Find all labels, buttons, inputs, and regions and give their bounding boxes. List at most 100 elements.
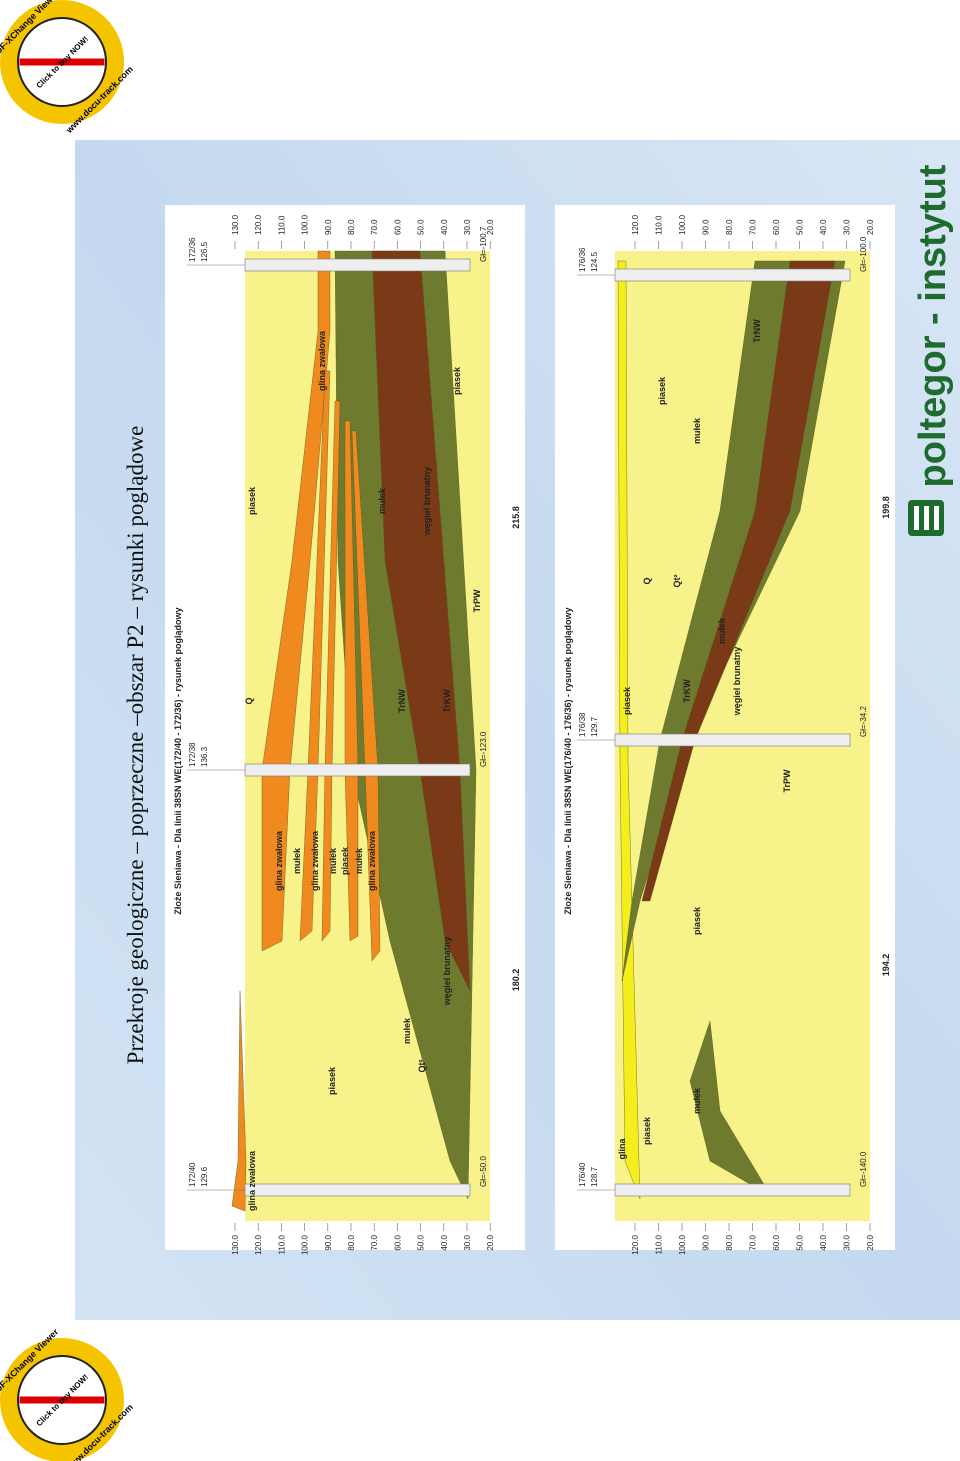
stamp-slash [19, 1396, 105, 1404]
distance-label: 194.2 [881, 954, 891, 977]
elevation-tick-label: 80.0 [347, 1234, 356, 1250]
borehole-name: 176/36 [578, 247, 587, 272]
layer [334, 250, 477, 1200]
elevation-tick-label: 80.0 [347, 219, 356, 235]
borehole-column [614, 733, 851, 747]
rotated-slide: Przekroje geologiczne – poprzeczne –obsz… [75, 140, 960, 1320]
layer-label: TrKW [442, 689, 452, 713]
slide-title: Przekroje geologiczne – poprzeczne –obsz… [123, 426, 148, 1065]
borehole-column [614, 268, 851, 282]
elevation-tick-label: 60.0 [772, 1234, 781, 1250]
layer-label: mułek [692, 417, 702, 444]
borehole-elevation: 124.5 [590, 251, 599, 272]
borehole-bottom: Gł=-50.0 [479, 1156, 488, 1187]
layer-label: piasek [247, 486, 257, 515]
elevation-tick-label: 60.0 [393, 1234, 402, 1250]
elevation-tick-label: 90.0 [324, 219, 333, 235]
borehole-name: 172/38 [188, 742, 197, 767]
elevation-tick-label: 90.0 [702, 219, 711, 235]
borehole-elevation: 129.6 [200, 1166, 209, 1187]
logo-mark-stripe [934, 506, 939, 530]
layer-label: Q [642, 577, 652, 584]
elevation-tick-label: 70.0 [749, 1234, 758, 1250]
logo-text: poltegor - instytut [912, 164, 954, 487]
borehole-column [244, 1183, 471, 1197]
elevation-tick-label: 20.0 [866, 1234, 875, 1250]
layer-label: TrKW [682, 679, 692, 703]
layer-label: mułek [717, 617, 727, 644]
layer-label: glina [617, 1138, 627, 1160]
distance-label: 199.8 [881, 496, 891, 519]
borehole-bottom: Gł=-100.0 [859, 236, 868, 272]
elevation-tick-label: 100.0 [301, 1234, 310, 1255]
layer-label: TrNW [397, 689, 407, 713]
elevation-tick-label: 50.0 [796, 1234, 805, 1250]
elevation-tick-label: 120.0 [254, 1234, 263, 1255]
elevation-tick-label: 130.0 [231, 1234, 240, 1255]
section-title: Złoże Sieniawa - Dla linii 38SN WE(176/4… [563, 607, 573, 914]
layer-label: węgiel brunatny [422, 467, 432, 537]
elevation-tick-label: 90.0 [324, 1234, 333, 1250]
elevation-tick-label: 80.0 [725, 219, 734, 235]
elevation-tick-label: 40.0 [819, 1234, 828, 1250]
layer-label: glina zwałowa [367, 830, 377, 891]
borehole-column [244, 258, 471, 272]
layer-label: węgiel brunatny [732, 647, 742, 717]
cross-section: Złoże Sieniawa - Dla linii 38SN WE(172/4… [165, 205, 525, 1255]
logo: poltegor - instytut [908, 164, 954, 536]
elevation-tick-label: 60.0 [772, 219, 781, 235]
stamp: PDF-XChange Viewer Click to buy NOW! www… [0, 0, 135, 136]
elevation-tick-label: 100.0 [678, 1234, 687, 1255]
layer-label: mułek [354, 847, 364, 874]
elevation-tick-label: 110.0 [655, 215, 664, 235]
elevation-tick-label: 20.0 [486, 1234, 495, 1250]
elevation-tick-label: 30.0 [463, 219, 472, 235]
distance-label: 215.8 [511, 506, 521, 529]
elevation-tick-label: 130.0 [231, 214, 240, 235]
layer-label: TrPW [782, 769, 792, 793]
elevation-tick-label: 120.0 [631, 1234, 640, 1255]
elevation-tick-label: 100.0 [678, 214, 687, 235]
borehole-name: 176/40 [578, 1162, 587, 1187]
elevation-tick-label: 40.0 [440, 219, 449, 235]
elevation-tick-label: 40.0 [819, 219, 828, 235]
layer-label: mułek [692, 1087, 702, 1114]
borehole-bottom: Gł=-140.0 [859, 1151, 868, 1187]
stamp-slash [19, 58, 105, 66]
layer-label: piasek [692, 906, 702, 935]
elevation-tick-label: 40.0 [440, 1234, 449, 1250]
layer-label: piasek [657, 376, 667, 405]
elevation-tick-label: 120.0 [631, 214, 640, 235]
elevation-tick-label: 100.0 [301, 214, 310, 235]
layer-label: mułek [328, 847, 338, 874]
borehole-column [614, 1183, 851, 1197]
elevation-tick-label: 110.0 [277, 1234, 286, 1254]
elevation-tick-label: 110.0 [655, 1234, 664, 1254]
elevation-tick-label: 120.0 [254, 214, 263, 235]
elevation-tick-label: 30.0 [463, 1234, 472, 1250]
layer-label: mułek [402, 1017, 412, 1044]
distance-label: 180.2 [511, 969, 521, 992]
logo-mark-stripe [924, 506, 929, 530]
layer-label: TrNW [752, 319, 762, 343]
sections: Złoże Sieniawa - Dla linii 38SN WE(172/4… [165, 205, 895, 1255]
layer-label: glina zwałowa [310, 830, 320, 891]
logo-mark-stripe [914, 506, 919, 530]
elevation-tick-label: 110.0 [277, 215, 286, 235]
borehole-name: 176/38 [578, 712, 587, 737]
elevation-tick-label: 70.0 [370, 219, 379, 235]
layer-label: piasek [642, 1116, 652, 1145]
layer-label: Q [244, 697, 254, 704]
borehole-elevation: 128.7 [590, 1166, 599, 1187]
elevation-tick-label: 50.0 [417, 219, 426, 235]
borehole-elevation: 136.3 [200, 746, 209, 767]
elevation-tick-label: 20.0 [486, 219, 495, 235]
elevation-tick-label: 90.0 [702, 1234, 711, 1250]
layer-label: mułek [292, 847, 302, 874]
borehole-bottom: Gł=-34.2 [859, 706, 868, 737]
layer-label: TrPW [472, 589, 482, 613]
elevation-tick-label: 20.0 [866, 219, 875, 235]
layer [617, 260, 641, 1200]
layer-label: glina zwałowa [317, 330, 327, 391]
